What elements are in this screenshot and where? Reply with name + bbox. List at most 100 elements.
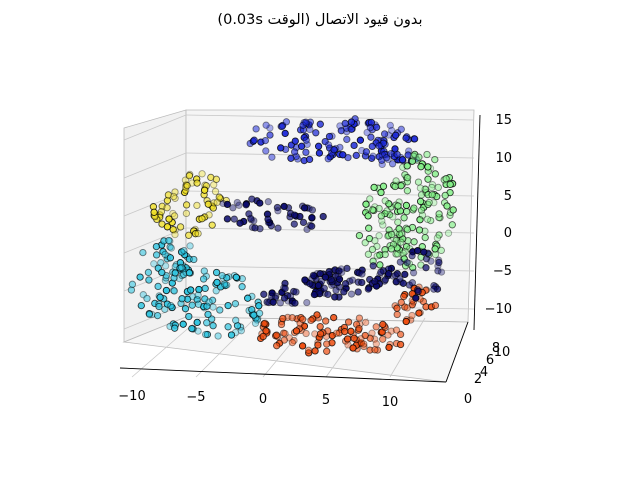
scatter-point [330, 146, 338, 154]
grid-line-z-side [123, 114, 187, 141]
scatter-point [200, 267, 208, 275]
scatter-point [290, 211, 299, 219]
scatter-point [380, 130, 389, 138]
scatter-point [396, 275, 404, 283]
scatter-point [427, 216, 435, 225]
scatter-point [387, 327, 395, 335]
scatter-point [266, 131, 274, 139]
grid-line-z [185, 227, 475, 234]
scatter-point [227, 331, 236, 339]
scatter-point [446, 180, 454, 189]
scatter-point [428, 191, 436, 199]
scatter-point [280, 294, 289, 302]
scatter-point [335, 275, 344, 283]
scatter-point [385, 270, 393, 278]
scatter-point [316, 322, 324, 331]
scatter-point [385, 200, 393, 208]
scatter-point [231, 300, 240, 308]
scatter-point [286, 292, 295, 300]
scatter-point [357, 335, 365, 343]
scatter-point [232, 273, 240, 281]
scatter-point [428, 181, 437, 189]
scatter-point [425, 198, 433, 207]
scatter-point [268, 153, 276, 161]
scatter-point [185, 269, 194, 277]
scatter-point [193, 201, 201, 210]
scatter-point [431, 155, 439, 164]
scatter-point [299, 218, 308, 227]
scatter-point [208, 296, 217, 304]
scatter-point [274, 207, 282, 215]
scatter-point [373, 252, 381, 260]
z-tick-label: 0 [504, 226, 512, 241]
scatter-point [358, 270, 366, 278]
scatter-point [203, 319, 211, 327]
scatter-point [421, 233, 429, 242]
scatter-point [416, 184, 425, 192]
scatter-point [218, 271, 226, 280]
scatter-point [194, 229, 202, 238]
scatter-point [288, 338, 297, 347]
scatter-point [431, 245, 439, 253]
scatter-point [367, 133, 375, 141]
scatter-point [392, 131, 400, 139]
scatter-point [233, 198, 241, 207]
scatter-point [334, 272, 342, 280]
scatter-point [182, 201, 191, 209]
scatter-point [384, 331, 392, 339]
scatter-point [403, 207, 411, 216]
scatter-point [266, 124, 274, 132]
scatter-point [418, 211, 427, 219]
y-axis-line [445, 321, 469, 383]
scatter-point [324, 141, 333, 149]
scatter-point [417, 206, 426, 214]
scatter-point [417, 191, 426, 199]
scatter-point [204, 310, 212, 319]
y-tick-label: 0 [464, 392, 472, 407]
scatter-point [401, 270, 409, 279]
scatter-point [261, 136, 270, 145]
scatter-point [319, 212, 327, 221]
scatter-point [204, 200, 212, 208]
scatter-point [347, 327, 355, 335]
scatter-point [388, 230, 396, 239]
scatter-point [205, 298, 213, 306]
scatter-point [408, 157, 417, 165]
scatter-point [409, 263, 417, 272]
scatter-point [280, 202, 288, 211]
scatter-point [309, 271, 318, 280]
scatter-point [355, 324, 363, 333]
scatter-point [355, 314, 364, 322]
scatter-point [323, 340, 331, 348]
z-tick-label: 15 [495, 113, 512, 128]
scatter-point [372, 340, 380, 348]
scatter-point [423, 150, 431, 159]
scatter-point [391, 182, 399, 191]
scatter-point [368, 142, 376, 151]
scatter-point [435, 210, 443, 218]
scatter-point [358, 278, 366, 287]
scatter-point [427, 257, 435, 265]
scatter-point [202, 330, 210, 339]
scatter-point [316, 120, 324, 128]
scatter-point [364, 285, 372, 293]
scatter-point [330, 313, 338, 322]
scatter-point [341, 280, 350, 288]
scatter-point [409, 152, 418, 160]
scatter-point [385, 343, 393, 352]
scatter-point [442, 175, 450, 183]
scatter-point [212, 268, 221, 277]
scatter-point [267, 292, 276, 300]
scatter-point [214, 332, 222, 340]
scatter-point [403, 304, 411, 312]
scatter-point [176, 223, 185, 231]
scatter-point [377, 268, 385, 276]
scatter-point [402, 134, 410, 142]
scatter-point [187, 286, 195, 294]
scatter-point [379, 221, 387, 229]
scatter-point [281, 129, 289, 138]
scatter-point [393, 304, 401, 312]
scatter-point [415, 153, 423, 161]
scatter-point [171, 194, 179, 202]
